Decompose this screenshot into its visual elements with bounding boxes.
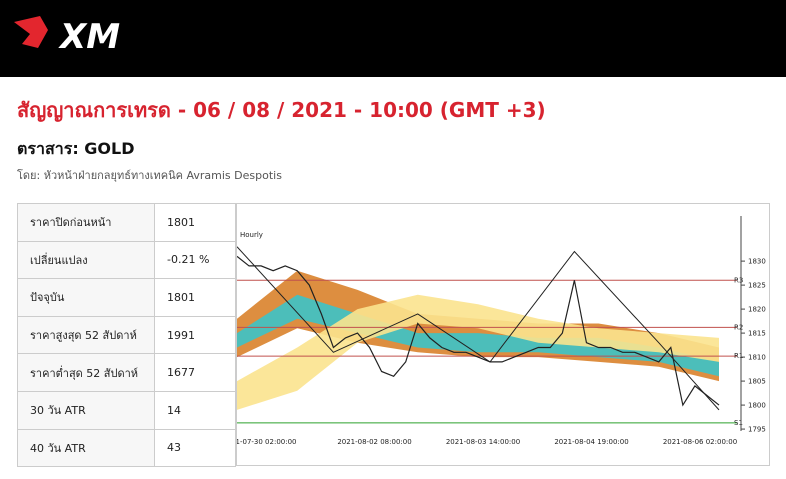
stats-table: ราคาปิดก่อนหน้า 1801 เปลี่ยนแปลง -0.21 % ปัจ… <box>17 203 236 468</box>
byline: โดย: หัวหน้าฝ่ายกลยุทธ์ทางเทคนิค Avramis… <box>17 169 282 182</box>
table-row: 40 วัน ATR 43 <box>17 428 236 468</box>
x-tick-label: 2021-08-03 14:00:00 <box>446 438 520 446</box>
table-row: ราคาสูงสุด 52 สัปดาห์ 1991 <box>17 315 236 355</box>
y-tick-label: 1805 <box>748 378 766 386</box>
value-cell: 1991 <box>154 315 236 355</box>
table-row: ราคาปิดก่อนหน้า 1801 <box>17 203 236 242</box>
x-tick-label: 2021-08-06 02:00:00 <box>663 438 737 446</box>
value-cell: 1677 <box>154 353 236 392</box>
value-cell: 43 <box>154 428 236 468</box>
label-cell: ราคาสูงสุด 52 สัปดาห์ <box>17 315 155 355</box>
level-label: S1 <box>734 419 743 427</box>
y-tick-label: 1795 <box>748 426 766 434</box>
label-cell: 30 วัน ATR <box>17 390 155 430</box>
level-label: R3 <box>734 276 743 284</box>
x-tick-label: 1-07-30 02:00:00 <box>236 438 296 446</box>
zigzag <box>237 246 720 411</box>
y-tick-label: 1800 <box>748 402 766 410</box>
logo[interactable]: XM <box>0 0 150 77</box>
x-tick-label: 2021-08-02 08:00:00 <box>337 438 411 446</box>
label-cell: 40 วัน ATR <box>17 428 155 468</box>
y-tick-label: 1825 <box>748 282 766 290</box>
band <box>237 294 719 410</box>
price-line <box>237 255 720 407</box>
label-cell: ราคาต่ำสุด 52 สัปดาห์ <box>17 353 155 392</box>
y-tick-label: 1815 <box>748 330 766 338</box>
level-label: R2 <box>734 323 743 331</box>
chart: Hourly R3 R2 R1 S1 1795 1800 1805 1810 1815 1820 1… <box>236 203 770 466</box>
logo-text: XM <box>58 17 120 57</box>
y-tick-label: 1820 <box>748 306 766 314</box>
logo-mark <box>14 16 48 48</box>
value-cell: 1801 <box>154 203 236 242</box>
table-row: ราคาต่ำสุด 52 สัปดาห์ 1677 <box>17 353 236 392</box>
y-tick-label: 1830 <box>748 258 766 266</box>
table-row: ปัจจุบัน 1801 <box>17 278 236 317</box>
title: สัญญาณการเทรด - 06 / 08 / 2021 - 10:00 (… <box>17 98 546 122</box>
table-row: 30 วัน ATR 14 <box>17 390 236 430</box>
chart-label: Hourly <box>240 231 263 239</box>
y-tick-label: 1810 <box>748 354 766 362</box>
x-tick-label: 2021-08-04 19:00:00 <box>554 438 628 446</box>
value-cell: -0.21 % <box>154 240 236 280</box>
table-row: เปลี่ยนแปลง -0.21 % <box>17 240 236 280</box>
instrument: ตราสาร: GOLD <box>17 139 135 158</box>
level-label: R1 <box>734 352 743 360</box>
label-cell: ราคาปิดก่อนหน้า <box>17 203 155 242</box>
value-cell: 1801 <box>154 278 236 317</box>
header: XM <box>0 0 786 77</box>
value-cell: 14 <box>154 390 236 430</box>
label-cell: ปัจจุบัน <box>17 278 155 317</box>
label-cell: เปลี่ยนแปลง <box>17 240 155 280</box>
